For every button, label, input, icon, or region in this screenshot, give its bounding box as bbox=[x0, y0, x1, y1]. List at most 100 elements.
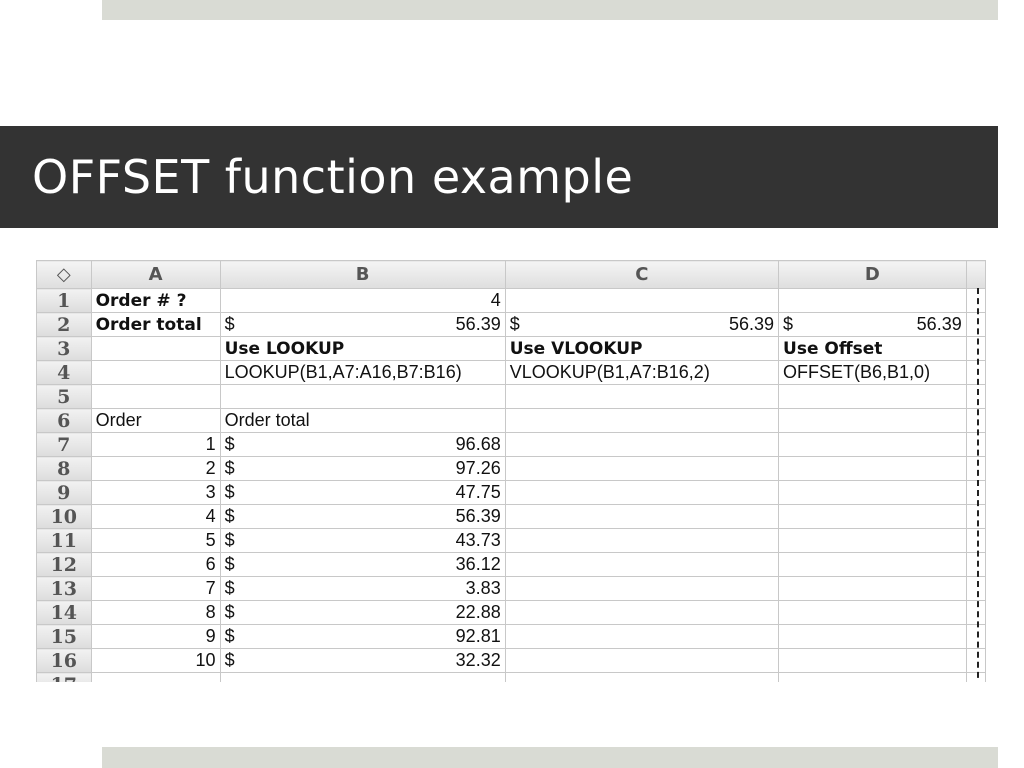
cell-a5[interactable] bbox=[90, 384, 221, 409]
cell-c8[interactable] bbox=[504, 456, 780, 481]
cell-c4[interactable]: VLOOKUP(B1,A7:B16,2) bbox=[504, 360, 780, 385]
row-header[interactable]: 17 bbox=[36, 672, 92, 682]
cell-e3[interactable] bbox=[965, 336, 986, 361]
cell-c5[interactable] bbox=[504, 384, 780, 409]
cell-a8[interactable]: 2 bbox=[90, 456, 221, 481]
cell-c12[interactable] bbox=[504, 552, 780, 577]
cell-e11[interactable] bbox=[965, 528, 986, 553]
cell-c3[interactable]: Use VLOOKUP bbox=[504, 336, 780, 361]
cell-d10[interactable] bbox=[778, 504, 967, 529]
cell-d15[interactable] bbox=[778, 624, 967, 649]
column-header-e[interactable] bbox=[965, 260, 986, 289]
cell-c10[interactable] bbox=[504, 504, 780, 529]
cell-b10[interactable]: $56.39 bbox=[219, 504, 506, 529]
row-header[interactable]: 12 bbox=[36, 552, 92, 577]
cell-c16[interactable] bbox=[504, 648, 780, 673]
cell-e6[interactable] bbox=[965, 408, 986, 433]
cell-d7[interactable] bbox=[778, 432, 967, 457]
cell-a11[interactable]: 5 bbox=[90, 528, 221, 553]
row-header[interactable]: 14 bbox=[36, 600, 92, 625]
cell-b12[interactable]: $36.12 bbox=[219, 552, 506, 577]
cell-e10[interactable] bbox=[965, 504, 986, 529]
cell-d5[interactable] bbox=[778, 384, 967, 409]
cell-d17[interactable] bbox=[778, 672, 967, 682]
cell-e4[interactable] bbox=[965, 360, 986, 385]
cell-c1[interactable] bbox=[504, 288, 780, 313]
cell-c15[interactable] bbox=[504, 624, 780, 649]
row-header[interactable]: 11 bbox=[36, 528, 92, 553]
cell-c11[interactable] bbox=[504, 528, 780, 553]
cell-d8[interactable] bbox=[778, 456, 967, 481]
cell-a14[interactable]: 8 bbox=[90, 600, 221, 625]
cell-d1[interactable] bbox=[778, 288, 967, 313]
cell-a16[interactable]: 10 bbox=[90, 648, 221, 673]
cell-b5[interactable] bbox=[219, 384, 506, 409]
cell-a3[interactable] bbox=[90, 336, 221, 361]
row-header[interactable]: 13 bbox=[36, 576, 92, 601]
cell-d14[interactable] bbox=[778, 600, 967, 625]
cell-c9[interactable] bbox=[504, 480, 780, 505]
column-header-d[interactable]: D bbox=[778, 260, 967, 289]
column-header-c[interactable]: C bbox=[504, 260, 780, 289]
cell-b4[interactable]: LOOKUP(B1,A7:A16,B7:B16) bbox=[219, 360, 506, 385]
cell-b6[interactable]: Order total bbox=[219, 408, 506, 433]
row-header[interactable]: 7 bbox=[36, 432, 92, 457]
cell-a13[interactable]: 7 bbox=[90, 576, 221, 601]
cell-e1[interactable] bbox=[965, 288, 986, 313]
cell-c2[interactable]: $56.39 bbox=[504, 312, 780, 337]
row-header[interactable]: 6 bbox=[36, 408, 92, 433]
cell-e13[interactable] bbox=[965, 576, 986, 601]
cell-a1[interactable]: Order # ? bbox=[90, 288, 221, 313]
cell-a2[interactable]: Order total bbox=[90, 312, 221, 337]
cell-b13[interactable]: $3.83 bbox=[219, 576, 506, 601]
cell-c6[interactable] bbox=[504, 408, 780, 433]
row-header[interactable]: 5 bbox=[36, 384, 92, 409]
cell-d13[interactable] bbox=[778, 576, 967, 601]
cell-d2[interactable]: $56.39 bbox=[778, 312, 967, 337]
select-all-diamond-icon[interactable]: ◇ bbox=[36, 260, 92, 289]
row-header[interactable]: 1 bbox=[36, 288, 92, 313]
cell-a7[interactable]: 1 bbox=[90, 432, 221, 457]
row-header[interactable]: 16 bbox=[36, 648, 92, 673]
cell-e17[interactable] bbox=[965, 672, 986, 682]
cell-e12[interactable] bbox=[965, 552, 986, 577]
cell-d3[interactable]: Use Offset bbox=[778, 336, 967, 361]
cell-e5[interactable] bbox=[965, 384, 986, 409]
cell-b14[interactable]: $22.88 bbox=[219, 600, 506, 625]
cell-a6[interactable]: Order bbox=[90, 408, 221, 433]
cell-b17[interactable] bbox=[219, 672, 506, 682]
cell-e2[interactable] bbox=[965, 312, 986, 337]
cell-b3[interactable]: Use LOOKUP bbox=[219, 336, 506, 361]
cell-b7[interactable]: $96.68 bbox=[219, 432, 506, 457]
cell-c14[interactable] bbox=[504, 600, 780, 625]
cell-d11[interactable] bbox=[778, 528, 967, 553]
cell-d12[interactable] bbox=[778, 552, 967, 577]
row-header[interactable]: 10 bbox=[36, 504, 92, 529]
row-header[interactable]: 9 bbox=[36, 480, 92, 505]
row-header[interactable]: 2 bbox=[36, 312, 92, 337]
cell-b16[interactable]: $32.32 bbox=[219, 648, 506, 673]
cell-e9[interactable] bbox=[965, 480, 986, 505]
cell-e15[interactable] bbox=[965, 624, 986, 649]
cell-c13[interactable] bbox=[504, 576, 780, 601]
row-header[interactable]: 8 bbox=[36, 456, 92, 481]
cell-e7[interactable] bbox=[965, 432, 986, 457]
cell-a10[interactable]: 4 bbox=[90, 504, 221, 529]
cell-b8[interactable]: $97.26 bbox=[219, 456, 506, 481]
cell-b2[interactable]: $56.39 bbox=[219, 312, 506, 337]
cell-d6[interactable] bbox=[778, 408, 967, 433]
cell-a15[interactable]: 9 bbox=[90, 624, 221, 649]
cell-e8[interactable] bbox=[965, 456, 986, 481]
column-header-a[interactable]: A bbox=[90, 260, 221, 289]
cell-a17[interactable] bbox=[90, 672, 221, 682]
row-header[interactable]: 3 bbox=[36, 336, 92, 361]
cell-a12[interactable]: 6 bbox=[90, 552, 221, 577]
cell-d16[interactable] bbox=[778, 648, 967, 673]
cell-b15[interactable]: $92.81 bbox=[219, 624, 506, 649]
column-header-b[interactable]: B bbox=[219, 260, 506, 289]
cell-b9[interactable]: $47.75 bbox=[219, 480, 506, 505]
cell-e16[interactable] bbox=[965, 648, 986, 673]
cell-b1[interactable]: 4 bbox=[219, 288, 506, 313]
row-header[interactable]: 15 bbox=[36, 624, 92, 649]
cell-c17[interactable] bbox=[504, 672, 780, 682]
